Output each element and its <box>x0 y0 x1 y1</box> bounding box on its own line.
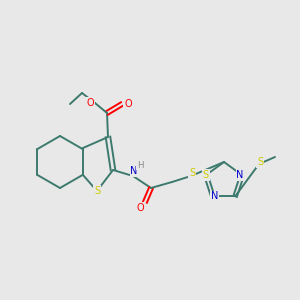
Text: S: S <box>257 157 263 167</box>
Text: N: N <box>130 166 138 176</box>
Text: S: S <box>203 170 209 180</box>
Text: O: O <box>124 99 132 109</box>
Text: O: O <box>86 98 94 108</box>
Text: S: S <box>189 168 195 178</box>
Text: H: H <box>137 160 143 169</box>
Text: N: N <box>211 191 218 201</box>
Text: S: S <box>94 186 100 196</box>
Text: O: O <box>136 203 144 213</box>
Text: N: N <box>236 170 244 180</box>
